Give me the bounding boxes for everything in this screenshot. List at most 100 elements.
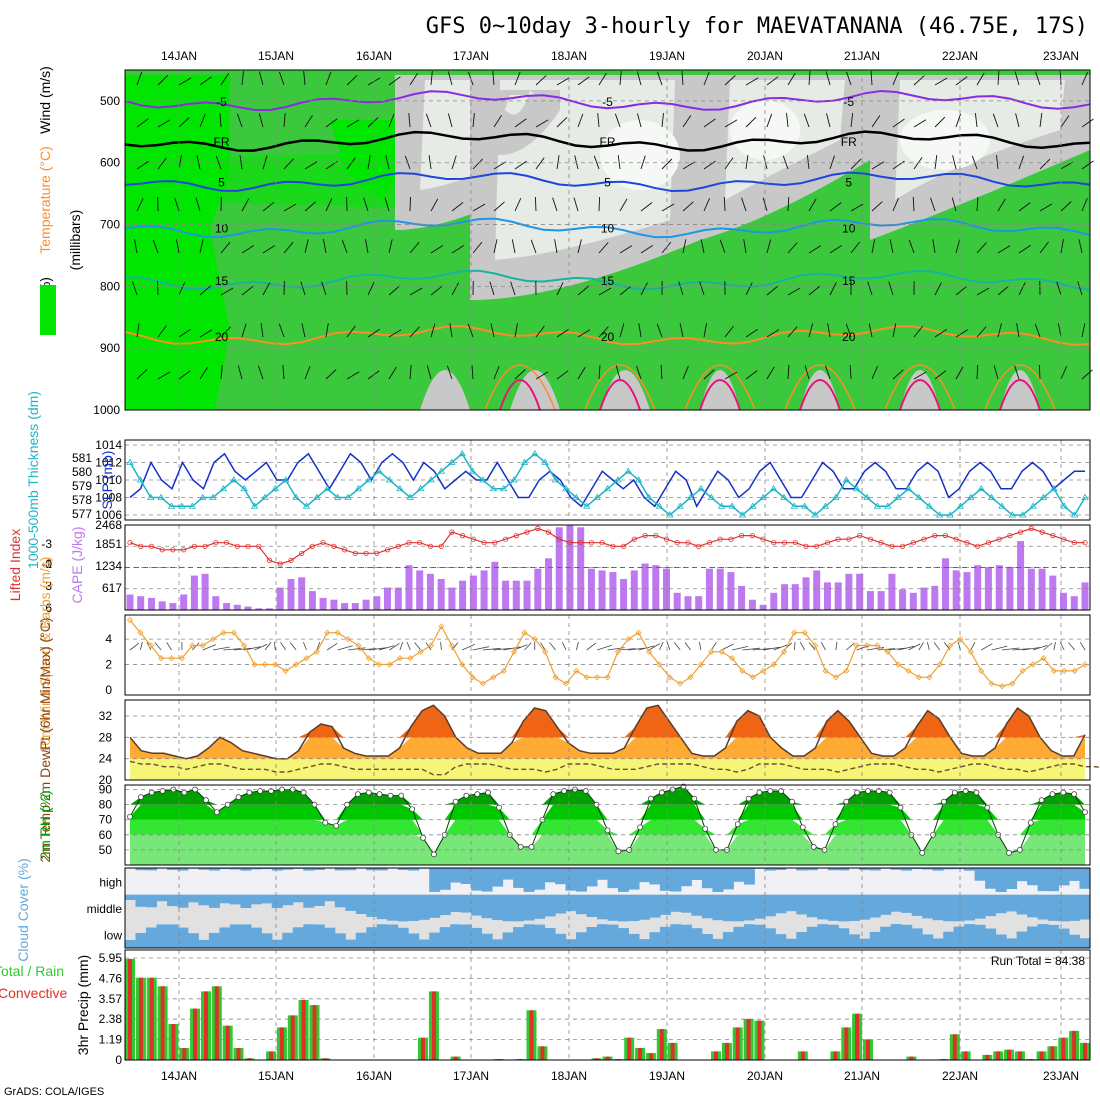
wind-barb <box>262 155 268 170</box>
wind-barb <box>871 201 883 212</box>
wind-speed-marker <box>158 655 165 662</box>
cloud-low-bar <box>922 934 934 948</box>
wind-barb <box>955 113 962 128</box>
cloud-middle-bar <box>639 894 650 920</box>
cloud-high-bar <box>313 868 325 870</box>
wind-barb <box>363 197 369 212</box>
thickness-marker <box>354 484 363 492</box>
lifted-index-marker <box>159 547 165 553</box>
cloud-low-bar <box>439 927 451 948</box>
wind-barb <box>745 77 759 86</box>
wind-barb <box>845 323 852 338</box>
wind-barb <box>637 113 642 128</box>
cape-bar <box>609 572 617 610</box>
wind-speed-marker <box>645 648 653 655</box>
lifted-index-marker <box>427 543 433 549</box>
wind-speed-marker <box>293 661 300 668</box>
cloud-middle-bar <box>187 894 199 903</box>
cape-bar <box>223 603 231 610</box>
precip-tick: 4.76 <box>99 971 123 985</box>
cloud-low-bar <box>334 933 346 948</box>
wind-barb <box>493 115 502 128</box>
day-tick-bottom: 20JAN <box>747 1069 783 1083</box>
temp-tick: 32 <box>99 709 113 723</box>
cloud-middle-bar <box>848 894 860 921</box>
wind-barb <box>472 203 486 212</box>
wind-barb <box>808 198 817 212</box>
cloud-middle-bar <box>492 894 504 921</box>
rh-dry-region <box>900 370 940 410</box>
lifted-index-marker <box>320 540 326 546</box>
wind-barb <box>576 642 579 651</box>
wind-barb <box>763 646 781 651</box>
rh2m-marker <box>691 795 698 802</box>
wind-speed-marker <box>967 648 974 655</box>
wind-barb <box>659 642 664 651</box>
cape-bar <box>942 558 949 610</box>
thickness-tick: 580 <box>72 465 92 479</box>
lifted-index-marker <box>191 543 197 549</box>
slp-tick: 1006 <box>95 508 122 522</box>
rh2m-marker <box>159 788 166 794</box>
cloud-middle-bar <box>618 894 629 922</box>
cloud-high-bar <box>901 868 913 871</box>
cape-bar <box>1006 566 1014 610</box>
wind-barb <box>524 642 532 651</box>
wind-speed-marker <box>500 667 507 674</box>
li-tick: -1 <box>41 557 52 571</box>
cloud-low-bar <box>890 924 902 948</box>
lifted-index-marker <box>792 540 798 546</box>
cloud-high-bar <box>628 868 640 890</box>
rh2m-marker <box>615 848 622 855</box>
thickness-marker <box>167 502 176 509</box>
wind-barb <box>892 197 899 212</box>
lifted-index-marker <box>299 550 305 556</box>
precip-convective-bar <box>627 1037 632 1060</box>
wind-barb <box>447 71 453 86</box>
wind-speed-marker <box>729 655 736 662</box>
day-tick-bottom: 15JAN <box>258 1069 294 1083</box>
wind-barb <box>913 325 924 338</box>
thickness-marker <box>240 484 248 492</box>
wind-barb <box>892 369 904 380</box>
cloud-middle-bar <box>555 894 567 914</box>
wind-speed-marker <box>417 648 424 655</box>
precip-convective-bar <box>149 977 154 1060</box>
wind-barb <box>640 245 654 254</box>
wind-barb <box>472 158 484 170</box>
wind-barb <box>732 646 749 651</box>
wind-barb <box>462 643 475 651</box>
wind-barb <box>871 161 885 170</box>
thickness-marker <box>209 493 217 500</box>
rh2m-marker <box>637 824 643 831</box>
lifted-index-marker <box>181 547 187 553</box>
wind-barb <box>619 70 622 86</box>
wind-barb <box>202 644 217 651</box>
wind-barb <box>636 71 642 86</box>
wind-barb <box>678 281 684 296</box>
wind-barb <box>699 281 705 296</box>
cloud-high-bar <box>219 868 231 870</box>
wind-barb <box>514 369 526 380</box>
wind-barb <box>682 115 692 128</box>
wind-barb <box>619 285 632 296</box>
wind-speed-marker <box>770 661 777 668</box>
lifted-index-marker <box>738 532 745 539</box>
wind-barb <box>745 282 753 296</box>
cloud-low-bar <box>848 934 860 948</box>
wind-speed-marker <box>749 674 756 681</box>
cape-tick: 1851 <box>95 537 122 551</box>
wind-barb <box>430 71 433 86</box>
cloud-middle-bar <box>271 894 283 908</box>
wind-barb <box>1060 201 1072 212</box>
cape-bar <box>652 565 660 610</box>
wind-barb <box>426 365 432 380</box>
precip-convective-bar <box>160 986 165 1060</box>
wind-barb <box>409 326 420 338</box>
temperature-contour <box>124 171 1091 193</box>
precip-axis-label: 3hr Precip (mm) <box>75 955 91 1055</box>
wind-barb <box>493 201 505 212</box>
rh2m-marker <box>365 789 372 796</box>
wind-barb <box>409 196 411 212</box>
